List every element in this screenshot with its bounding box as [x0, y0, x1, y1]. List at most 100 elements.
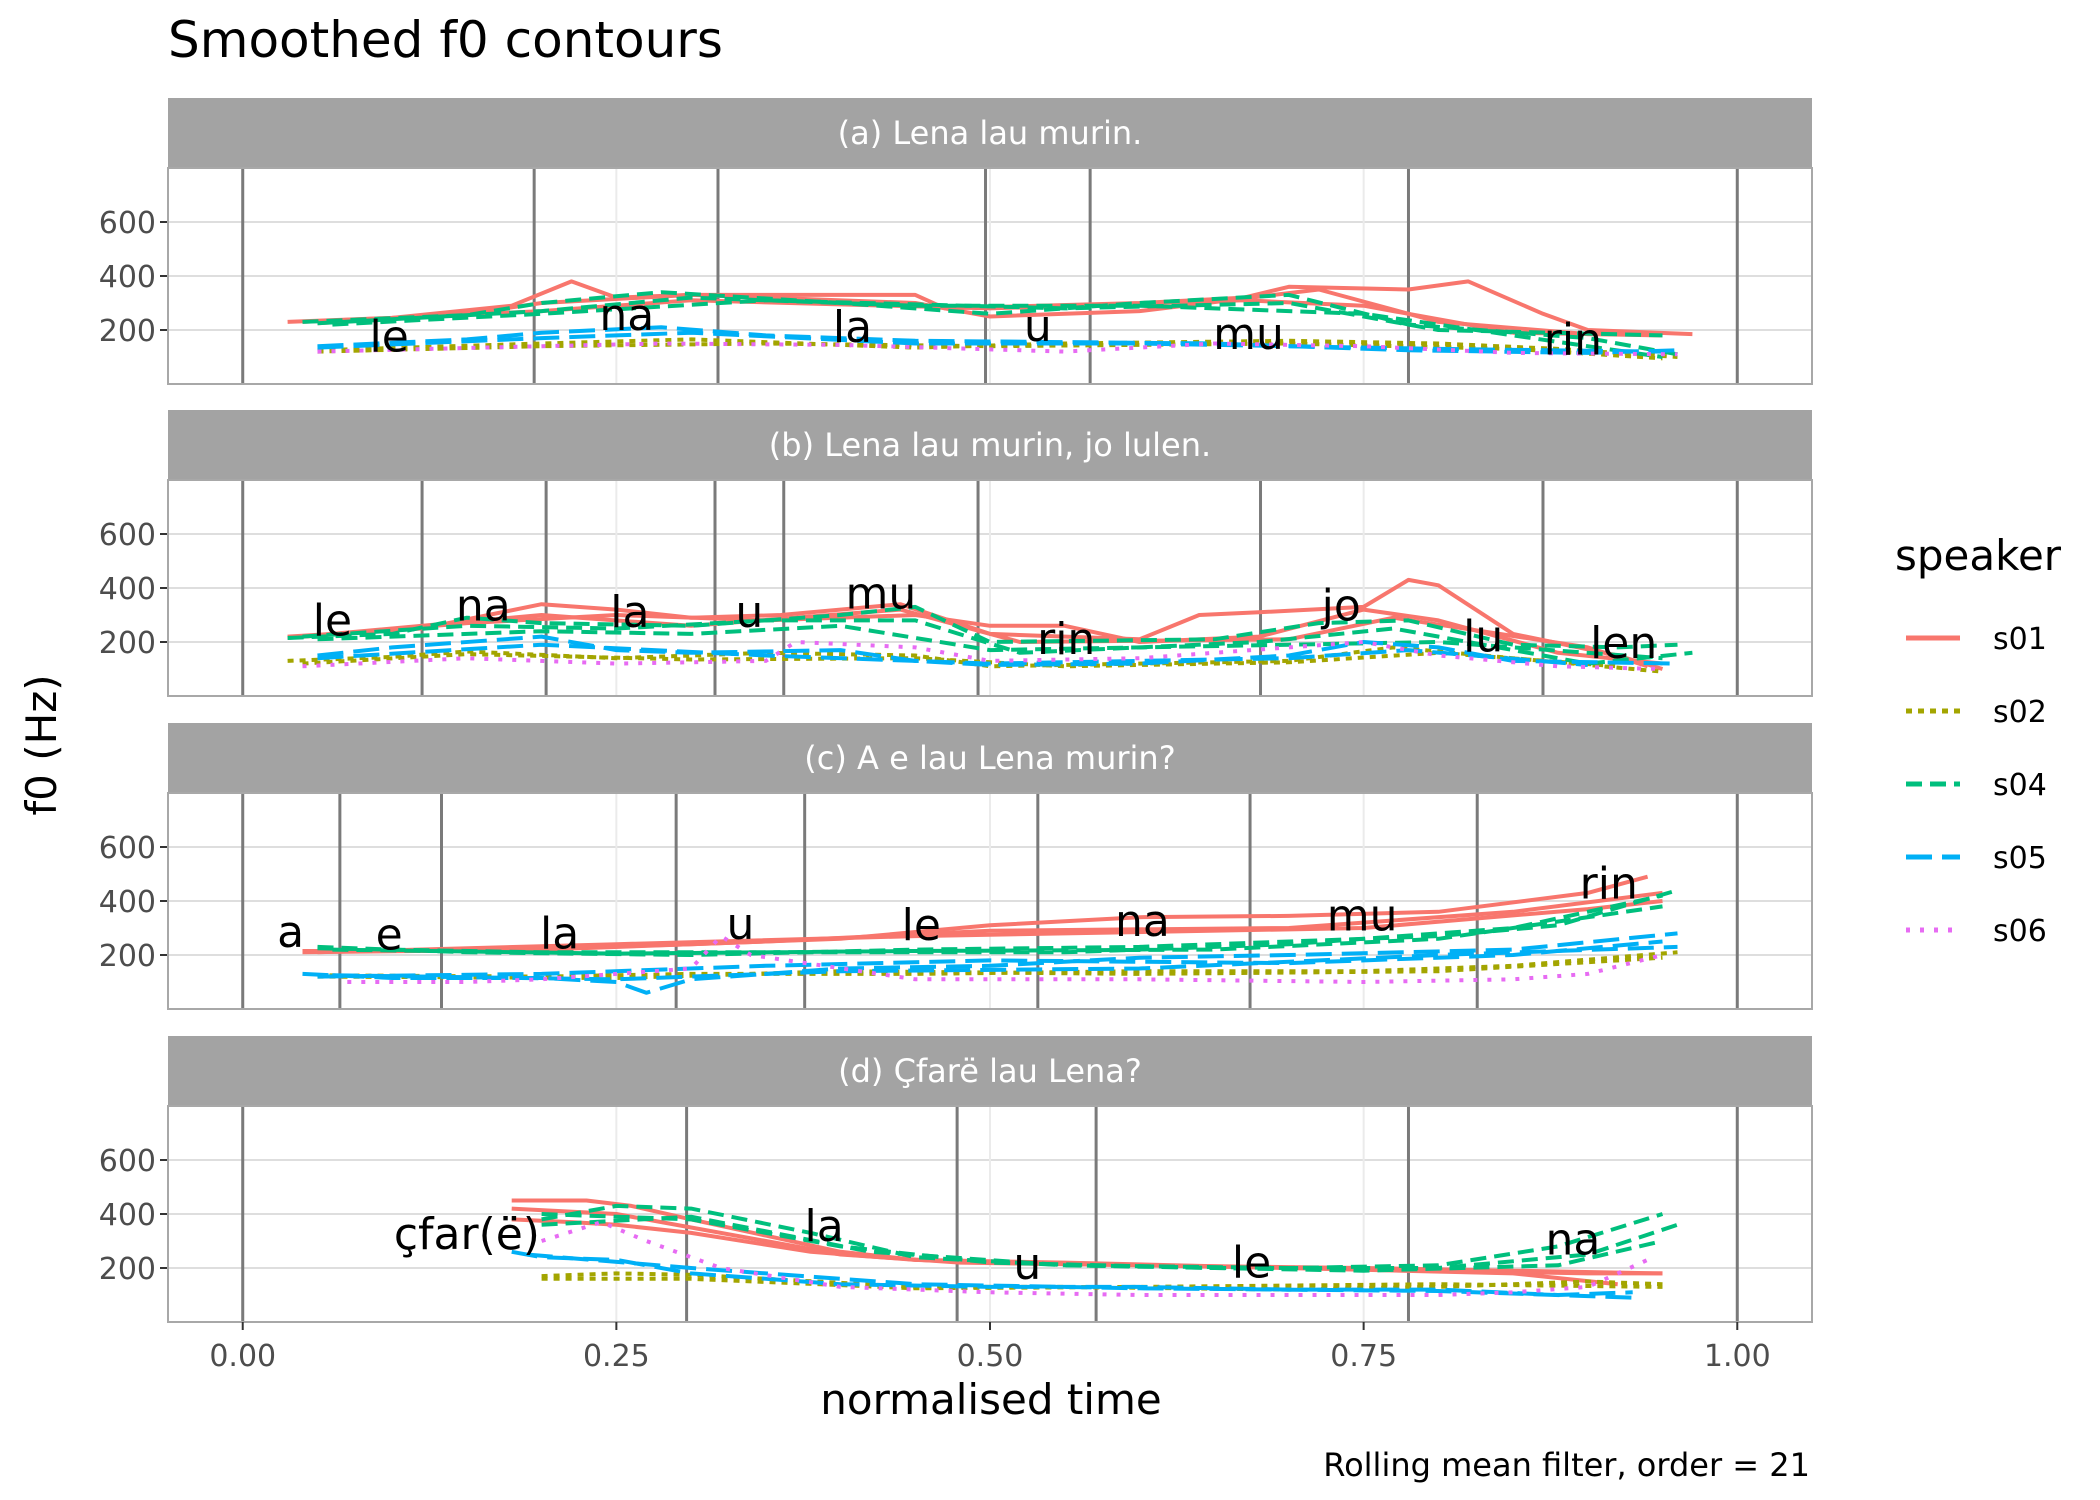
syllable-label: u: [1024, 301, 1052, 352]
syllable-label: rin: [1544, 314, 1602, 365]
facet-strip: [168, 410, 1812, 480]
syllable-label: na: [456, 580, 511, 631]
y-tick-label: 200: [99, 1252, 156, 1287]
facet-strip-label: (a) Lena lau murin.: [838, 114, 1143, 152]
series-line-s02: [317, 337, 1678, 359]
legend-title: speaker: [1895, 531, 2062, 580]
panel-border: [167, 479, 1813, 697]
series-line-s01: [317, 287, 1663, 337]
syllable-label: lu: [1463, 611, 1503, 662]
y-tick-label: 200: [99, 314, 156, 349]
series-line-s05: [317, 325, 1678, 355]
facet-strip: [168, 723, 1812, 793]
x-axis-title: normalised time: [820, 1375, 1161, 1424]
series-line-s04: [332, 298, 1663, 338]
syllable-label: la: [833, 302, 872, 353]
chart-title: Smoothed f0 contours: [168, 11, 723, 69]
series-line-s05: [526, 1252, 1633, 1300]
series-line-s01: [317, 899, 1663, 955]
series-line-s04: [332, 904, 1663, 956]
series-line-s02: [317, 341, 1663, 361]
x-tick-label: 0.00: [209, 1339, 276, 1374]
facet-panel: (c) A e lau Lena murin? 200 400 600 a e la u le n…: [99, 723, 1813, 1010]
series-line-s05: [317, 642, 1588, 667]
legend-label: s06: [1993, 914, 2047, 949]
syllable-label: a: [277, 907, 304, 958]
y-tick-label: 200: [99, 939, 156, 974]
series-line-s04: [317, 295, 1663, 359]
syllable-label: mu: [846, 568, 917, 619]
legend-label: s04: [1993, 768, 2047, 803]
facet-strip: [168, 1036, 1812, 1106]
series-line-s05: [302, 931, 1678, 995]
x-tick-label: 1.00: [1704, 1339, 1771, 1374]
y-tick-label: 400: [99, 572, 156, 607]
syllable-label: e: [376, 910, 403, 961]
syllable-label: len: [1590, 618, 1657, 669]
series-line-s06: [347, 934, 1663, 984]
syllable-label: na: [1115, 896, 1170, 947]
syllable-label: mu: [1327, 891, 1398, 942]
panel-border: [167, 792, 1813, 1010]
y-axis-title: f0 (Hz): [17, 674, 66, 815]
syllable-label: le: [313, 595, 352, 646]
series-line-s02: [541, 1276, 1663, 1291]
syllable-label: rin: [1037, 614, 1095, 665]
series-line-s02: [317, 955, 1663, 980]
y-tick-label: 200: [99, 626, 156, 661]
series-line-s05: [317, 939, 1663, 979]
legend: speaker s01 s02 s04 s05 s06: [1895, 531, 2062, 949]
syllable-label: mu: [1213, 309, 1284, 360]
syllable-label: le: [370, 312, 409, 363]
y-tick-label: 600: [99, 518, 156, 553]
y-tick-label: 400: [99, 885, 156, 920]
series-line-s01: [287, 607, 1663, 666]
facet-strip: [168, 98, 1812, 168]
chart-caption: Rolling mean filter, order = 21: [1323, 1446, 1810, 1484]
x-axis: 0.00 0.25 0.50 0.75 1.00: [209, 1322, 1771, 1374]
legend-label: s05: [1993, 841, 2047, 876]
legend-label: s02: [1993, 695, 2047, 730]
x-tick-label: 0.75: [1330, 1339, 1397, 1374]
facet-panel: (d) Çfarë lau Lena? 200 400 600 çfar(ë) la u le…: [99, 1036, 1813, 1323]
syllable-label: rin: [1580, 858, 1638, 909]
legend-label: s01: [1993, 622, 2047, 657]
facet-panel: (b) Lena lau murin, jo lulen. 200 400 600 le…: [99, 410, 1813, 697]
y-tick-label: 400: [99, 1198, 156, 1233]
series-line-s05: [332, 944, 1678, 982]
syllable-label: u: [735, 587, 763, 638]
series-line-s04: [317, 623, 1663, 661]
facet-strip-label: (c) A e lau Lena murin?: [804, 739, 1175, 777]
panel-border: [167, 167, 1813, 385]
facet-strip-label: (b) Lena lau murin, jo lulen.: [769, 426, 1211, 464]
syllable-label: u: [726, 899, 754, 950]
syllable-label: na: [599, 290, 654, 341]
syllable-label: la: [540, 908, 579, 959]
syllable-label: na: [1545, 1215, 1600, 1266]
syllable-label: u: [1013, 1239, 1041, 1290]
series-line-s04: [302, 618, 1693, 666]
series-line-s04: [541, 1214, 1663, 1273]
y-tick-label: 400: [99, 260, 156, 295]
syllable-label: le: [1232, 1237, 1271, 1288]
syllable-label: le: [902, 900, 941, 951]
syllable-label: la: [610, 587, 649, 638]
series-line-s06: [540, 1220, 1649, 1297]
y-tick-label: 600: [99, 831, 156, 866]
series-line-s04: [541, 1203, 1664, 1270]
y-tick-label: 600: [99, 206, 156, 241]
syllable-label: çfar(ë): [394, 1209, 540, 1260]
x-tick-label: 0.50: [957, 1339, 1024, 1374]
series-line-s04: [287, 604, 1678, 650]
series-line-s01: [302, 607, 1649, 669]
facet-panel: (a) Lena lau murin. 200 400 600 le na la u mu rin: [99, 98, 1813, 385]
series-line-s01: [302, 890, 1663, 955]
y-tick-label: 600: [99, 1144, 156, 1179]
x-tick-label: 0.25: [583, 1339, 650, 1374]
syllable-label: la: [805, 1201, 844, 1252]
series-line-s05: [317, 634, 1678, 667]
facet-strip-label: (d) Çfarë lau Lena?: [838, 1052, 1142, 1090]
syllable-label: jo: [1321, 580, 1361, 631]
